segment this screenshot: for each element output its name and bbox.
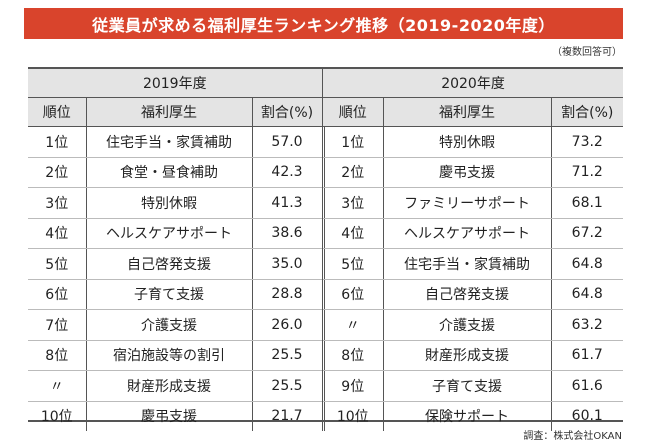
rank-cell: 4位	[323, 218, 383, 249]
benefit-cell: 保険サポート	[382, 401, 551, 431]
pct-cell: 61.6	[550, 370, 624, 402]
benefit-cell: 住宅手当・家賃補助	[382, 248, 551, 280]
benefit-cell: 特別休暇	[382, 126, 551, 158]
table-row: 10位 保険サポート 60.1	[323, 401, 624, 431]
rank-header: 順位	[323, 97, 383, 127]
multiple-answers-note: （複数回答可）	[552, 47, 622, 58]
rank-cell: 3位	[323, 187, 383, 219]
ranking-table: 2019年度 順位 福利厚生 割合(%) 1位 住宅手当・家賃補助 57.0 2位 食堂…	[28, 67, 624, 431]
rank-cell: 1位	[28, 126, 86, 158]
rank-cell: 2位	[28, 157, 86, 188]
rank-cell: 7位	[28, 309, 86, 341]
table-row: 2位 食堂・昼食補助 42.3	[28, 157, 324, 188]
table-row: 1位 住宅手当・家賃補助 57.0	[28, 126, 324, 158]
benefit-cell: 食堂・昼食補助	[85, 157, 252, 188]
table-row: 3位 ファミリーサポート 68.1	[323, 187, 624, 219]
benefit-cell: ヘルスケアサポート	[85, 218, 252, 249]
year-header-2020: 2020年度	[323, 69, 624, 98]
pct-header: 割合(%)	[550, 97, 624, 127]
pct-cell: 26.0	[251, 309, 324, 341]
benefit-cell: 慶弔支援	[382, 157, 551, 188]
benefit-cell: 介護支援	[85, 309, 252, 341]
pct-cell: 42.3	[251, 157, 324, 188]
benefit-cell: 特別休暇	[85, 187, 252, 219]
rank-cell: 9位	[323, 370, 383, 402]
rank-cell: 5位	[323, 248, 383, 280]
table-2020: 2020年度 順位 福利厚生 割合(%) 1位 特別休暇 73.2 2位 慶弔支援 71.…	[323, 69, 624, 431]
rank-cell: 1位	[323, 126, 383, 158]
pct-cell: 57.0	[251, 126, 324, 158]
pct-cell: 60.1	[550, 401, 624, 431]
rank-cell: 2位	[323, 157, 383, 188]
table-row: 4位 ヘルスケアサポート 67.2	[323, 218, 624, 249]
table-row: 2位 慶弔支援 71.2	[323, 157, 624, 188]
rank-cell: 10位	[40, 409, 73, 426]
pct-cell: 73.2	[550, 126, 624, 158]
rank-cell: 8位	[28, 340, 86, 371]
pct-header: 割合(%)	[251, 97, 324, 127]
table-row: 〃財産形成支援 25.5	[28, 370, 324, 402]
pct-cell: 64.8	[550, 279, 624, 310]
table-row: 4位 ヘルスケアサポート 38.6	[28, 218, 324, 249]
rank-cell: 〃	[28, 370, 86, 402]
pct-cell: 41.3	[251, 187, 324, 219]
pct-cell: 68.1	[550, 187, 624, 219]
table-row: 8位 宿泊施設等の割引 25.5	[28, 340, 324, 371]
table-row: 3位 特別休暇 41.3	[28, 187, 324, 219]
rank-cell: 4位	[28, 218, 86, 249]
benefit-cell: 住宅手当・家賃補助	[85, 126, 252, 158]
rank-cell: 6位	[323, 279, 383, 310]
pct-cell: 28.8	[251, 279, 324, 310]
benefit-cell: 財産形成支援	[382, 340, 551, 371]
benefit-cell: 子育て支援	[85, 279, 252, 310]
pct-cell: 67.2	[550, 218, 624, 249]
benefit-cell: 自己啓発支援	[382, 279, 551, 310]
pct-cell: 71.2	[550, 157, 624, 188]
table-row: 8位 財産形成支援 61.7	[323, 340, 624, 371]
benefit-header: 福利厚生	[382, 97, 551, 127]
source-note: 調査：株式会社OKAN	[523, 431, 622, 442]
rank-cell: 10位	[336, 409, 369, 426]
table-row: 10位 慶弔支援 21.7	[28, 401, 324, 431]
pct-cell: 25.5	[251, 370, 324, 402]
table-body-2020: 1位 特別休暇 73.2 2位 慶弔支援 71.2 3位 ファミリーサポート 68.1 4位 ヘルス…	[323, 126, 624, 431]
table-row: 6位 自己啓発支援 64.8	[323, 279, 624, 310]
rank-cell: 6位	[28, 279, 86, 310]
pct-cell: 25.5	[251, 340, 324, 371]
benefit-cell: 子育て支援	[382, 370, 551, 402]
table-row: 5位 自己啓発支援 35.0	[28, 248, 324, 280]
year-header-2019: 2019年度	[28, 69, 324, 98]
benefit-cell: ヘルスケアサポート	[382, 218, 551, 249]
benefit-cell: 介護支援	[382, 309, 551, 341]
rank-cell: 〃	[323, 309, 383, 341]
rank-header: 順位	[28, 97, 86, 127]
pct-cell: 61.7	[550, 340, 624, 371]
table-row: 9位 子育て支援 61.6	[323, 370, 624, 402]
benefit-cell: ファミリーサポート	[382, 187, 551, 219]
rank-cell: 5位	[28, 248, 86, 280]
benefit-header: 福利厚生	[85, 97, 252, 127]
benefit-cell: 慶弔支援	[85, 401, 252, 431]
table-row: 1位 特別休暇 73.2	[323, 126, 624, 158]
table-body-2019: 1位 住宅手当・家賃補助 57.0 2位 食堂・昼食補助 42.3 3位 特別休暇 41.3 4位…	[28, 126, 324, 431]
pct-cell: 35.0	[251, 248, 324, 280]
benefit-cell: 自己啓発支援	[85, 248, 252, 280]
pct-cell: 38.6	[251, 218, 324, 249]
pct-cell: 21.7	[251, 401, 324, 431]
benefit-cell: 財産形成支援	[85, 370, 252, 402]
table-row: 5位 住宅手当・家賃補助 64.8	[323, 248, 624, 280]
pct-cell: 64.8	[550, 248, 624, 280]
table-row: 7位 介護支援 26.0	[28, 309, 324, 341]
table-row: 6位 子育て支援 28.8	[28, 279, 324, 310]
benefit-cell: 宿泊施設等の割引	[85, 340, 252, 371]
rank-cell: 3位	[28, 187, 86, 219]
pct-cell: 63.2	[550, 309, 624, 341]
rank-cell: 8位	[323, 340, 383, 371]
page-title: 従業員が求める福利厚生ランキング推移（2019-2020年度）	[24, 8, 623, 39]
table-row: 〃介護支援 63.2	[323, 309, 624, 341]
table-2019: 2019年度 順位 福利厚生 割合(%) 1位 住宅手当・家賃補助 57.0 2位 食堂…	[28, 69, 325, 431]
